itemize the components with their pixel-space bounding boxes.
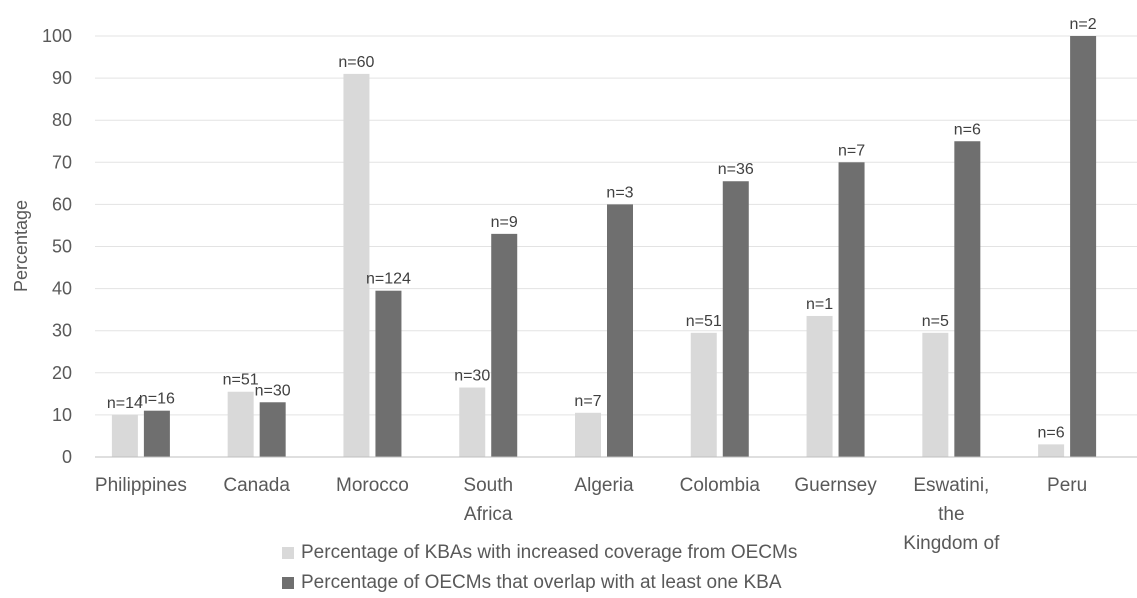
bar-kba-coverage [343,73,370,457]
y-tick-label: 20 [52,363,72,383]
y-tick-label: 100 [42,26,72,46]
y-tick-label: 40 [52,279,72,299]
x-category-label: Morocco [336,475,409,496]
y-axis-label: Percentage [11,200,31,292]
x-category-label: Algeria [574,475,634,496]
data-label: n=9 [491,214,518,231]
bar-oecm-overlap [143,410,170,457]
data-label: n=51 [223,372,259,389]
x-category-label: Canada [223,475,290,496]
data-label: n=14 [107,395,143,412]
data-label: n=2 [1070,16,1097,33]
data-label: n=7 [574,393,601,410]
data-label: n=3 [606,184,633,201]
data-label: n=124 [366,271,411,288]
data-labels: n=14n=16n=51n=30n=60n=124n=30n=9n=7n=3n=… [107,16,1097,441]
legend: Percentage of KBAs with increased covera… [282,538,797,598]
y-tick-label: 70 [52,152,72,172]
x-category-label: South Africa [463,475,513,525]
x-category-label: Guernsey [794,475,877,496]
bar-kba-coverage [111,414,138,457]
data-label: n=6 [1038,424,1065,441]
bar-kba-coverage [459,387,486,457]
y-axis-ticks: 0 10 20 30 40 50 60 70 80 90 100 [42,26,72,467]
bar-oecm-overlap [259,402,286,457]
legend-swatch-light [282,547,294,559]
legend-label: Percentage of OECMs that overlap with at… [301,572,782,593]
data-label: n=5 [922,313,949,330]
legend-swatch-dark [282,577,294,589]
legend-item-oecm-overlap: Percentage of OECMs that overlap with at… [282,568,797,598]
y-tick-label: 60 [52,194,72,214]
bar-kba-coverage [922,332,949,457]
data-label: n=1 [806,296,833,313]
bar-oecm-overlap [491,233,518,457]
x-category-label: Philippines [95,475,187,496]
bar-kba-coverage [806,315,833,457]
y-tick-label: 10 [52,405,72,425]
x-axis-categories: Philippines Canada Morocco South Africa Alger… [95,475,1087,554]
x-category-label: Eswatini, the Kingdom of [903,475,1000,554]
data-label: n=60 [338,54,374,71]
data-label: n=51 [686,313,722,330]
legend-label: Percentage of KBAs with increased covera… [301,542,798,563]
data-label: n=30 [255,382,291,399]
y-tick-label: 50 [52,237,72,257]
data-label: n=7 [838,142,865,159]
bar-kba-coverage [690,332,717,457]
y-tick-label: 0 [62,447,72,467]
bar-oecm-overlap [375,290,402,457]
data-label: n=36 [718,161,754,178]
bar-oecm-overlap [1070,36,1097,457]
y-tick-label: 80 [52,110,72,130]
x-category-label: Colombia [680,475,761,496]
data-label: n=6 [954,121,981,138]
data-label: n=16 [139,391,175,408]
y-tick-label: 30 [52,321,72,341]
y-tick-label: 90 [52,68,72,88]
bar-kba-coverage [227,391,254,457]
bar-oecm-overlap [607,204,633,457]
bar-kba-coverage [575,412,601,457]
legend-item-kba-coverage: Percentage of KBAs with increased covera… [282,538,797,568]
bars [111,36,1097,458]
bar-kba-coverage [1038,444,1065,457]
bar-oecm-overlap [722,181,749,457]
data-label: n=30 [454,368,490,385]
bar-oecm-overlap [838,162,865,458]
bar-oecm-overlap [954,141,981,457]
x-category-label: Peru [1047,475,1087,496]
